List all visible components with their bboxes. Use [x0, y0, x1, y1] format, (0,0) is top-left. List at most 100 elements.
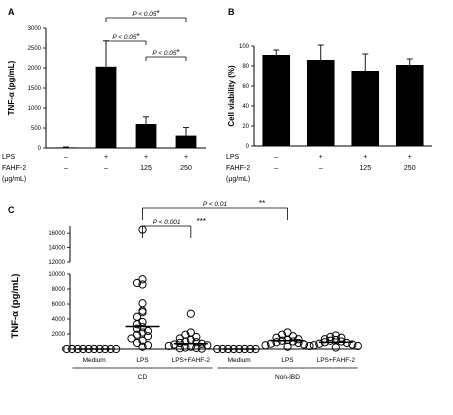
- data-point: [68, 344, 77, 354]
- lps-row-label: LPS: [2, 154, 16, 161]
- panel-c-medians: [77, 325, 353, 350]
- y-tick-label: 1000: [28, 106, 42, 112]
- category-label: LPS: [281, 357, 294, 364]
- panel-a-label: A: [8, 7, 15, 17]
- data-point: [138, 342, 147, 351]
- lps-sign: +: [363, 154, 367, 161]
- data-point: [112, 344, 121, 354]
- y-tick-label: 10000: [48, 272, 65, 278]
- data-point: [283, 342, 292, 351]
- data-point: [181, 337, 190, 346]
- fahf2-dose: 250: [180, 165, 192, 172]
- y-tick-label: 4000: [52, 317, 66, 323]
- bar: [95, 66, 117, 148]
- data-point: [261, 341, 270, 350]
- data-point: [331, 331, 340, 340]
- bar: [306, 60, 335, 146]
- data-point: [353, 341, 362, 351]
- panel-c-points: [62, 225, 362, 354]
- data-point: [175, 344, 184, 353]
- y-tick-label: 14000: [48, 246, 65, 252]
- lps-sign: +: [184, 154, 188, 161]
- data-point: [132, 324, 142, 333]
- data-point: [62, 344, 71, 354]
- panel-b: B Cell viability (%) 0 20 40 60 80 100 LPS FAH…: [226, 7, 432, 183]
- data-point: [143, 341, 153, 350]
- significance-label: P < 0.001: [153, 219, 181, 226]
- data-point: [197, 344, 206, 353]
- panel-b-conditions: LPS FAHF-2 (μg/mL) – – + – +125 +250: [226, 154, 416, 183]
- panel-a-y-axis-label: TNF-α (pg/mL): [7, 60, 16, 115]
- data-point: [138, 275, 147, 284]
- panel-a-significance: P < 0.05* P < 0.05* P < 0.05*: [105, 9, 187, 61]
- lps-sign: –: [274, 154, 278, 161]
- bar: [351, 71, 380, 146]
- panel-b-label: B: [228, 7, 235, 17]
- y-tick-label: 500: [31, 126, 42, 132]
- lps-sign: –: [64, 154, 68, 161]
- group-label: Non-IBD: [275, 374, 300, 381]
- y-tick-label: 100: [239, 44, 250, 50]
- significance-label: P < 0.05*: [152, 48, 179, 57]
- data-point: [143, 326, 153, 336]
- fahf2-dose: –: [104, 165, 108, 172]
- data-point: [348, 340, 357, 349]
- data-point: [138, 280, 147, 289]
- data-point: [272, 338, 281, 347]
- y-tick-label: 2000: [28, 66, 42, 72]
- fahf2-dose: –: [274, 165, 278, 172]
- data-point: [305, 341, 314, 351]
- bar: [262, 55, 291, 146]
- panel-b-bars: [262, 44, 424, 146]
- fahf2-unit-label: (μg/mL): [226, 176, 250, 183]
- panel-a-axes: 0 500 1000 1500 2000 2500 3000: [28, 26, 206, 152]
- data-point: [132, 330, 142, 339]
- lps-sign: +: [144, 154, 148, 161]
- data-point: [138, 328, 147, 337]
- y-tick-label: 0: [38, 146, 42, 152]
- significance-stars: ***: [197, 217, 206, 226]
- y-tick-label: 8000: [52, 287, 66, 293]
- bar: [175, 135, 197, 148]
- significance-label: P < 0.05*: [132, 9, 159, 18]
- y-tick-label: 1500: [28, 86, 42, 92]
- lps-sign: +: [408, 154, 412, 161]
- y-tick-label: 12000: [48, 260, 65, 266]
- data-point: [186, 309, 195, 318]
- fahf2-dose: 125: [359, 165, 371, 172]
- category-label: Medium: [228, 357, 251, 364]
- y-tick-label: 2500: [28, 46, 42, 52]
- panel-c-categories: Medium LPS LPS+FAHF-2 Medium LPS LPS+FAHF-2 CD…: [72, 357, 358, 381]
- panel-c-significance: P < 0.001 *** P < 0.01 **: [142, 199, 288, 238]
- data-point: [213, 344, 222, 354]
- y-tick-label: 3000: [28, 26, 42, 32]
- lps-sign: +: [104, 154, 108, 161]
- panel-b-y-axis-label: Cell viability (%): [227, 65, 236, 127]
- y-tick-label: 6000: [52, 302, 66, 308]
- data-point: [132, 338, 142, 348]
- data-point: [164, 341, 173, 351]
- bar: [135, 124, 157, 148]
- data-point: [138, 317, 147, 327]
- data-point: [315, 339, 324, 348]
- bar: [55, 147, 77, 148]
- lps-row-label: LPS: [226, 154, 240, 161]
- data-point: [132, 278, 142, 288]
- panel-a: A TNF-α (pg/mL) 0 500 1000 1500 2000 2500 3000…: [2, 7, 206, 183]
- y-tick-label: 60: [242, 84, 249, 90]
- category-label: LPS+FAHF-2: [172, 357, 211, 364]
- y-tick-label: 80: [242, 64, 249, 70]
- bar: [395, 65, 424, 146]
- y-tick-label: 40: [242, 104, 249, 110]
- y-tick-label: 2000: [52, 332, 66, 338]
- y-tick-label: 20: [242, 124, 249, 130]
- category-label: LPS+FAHF-2: [317, 357, 356, 364]
- category-label: LPS: [136, 357, 149, 364]
- data-point: [309, 341, 318, 350]
- y-tick-label: 16000: [48, 231, 65, 237]
- data-point: [143, 332, 153, 341]
- significance-label: P < 0.01: [203, 201, 228, 208]
- data-point: [294, 335, 303, 344]
